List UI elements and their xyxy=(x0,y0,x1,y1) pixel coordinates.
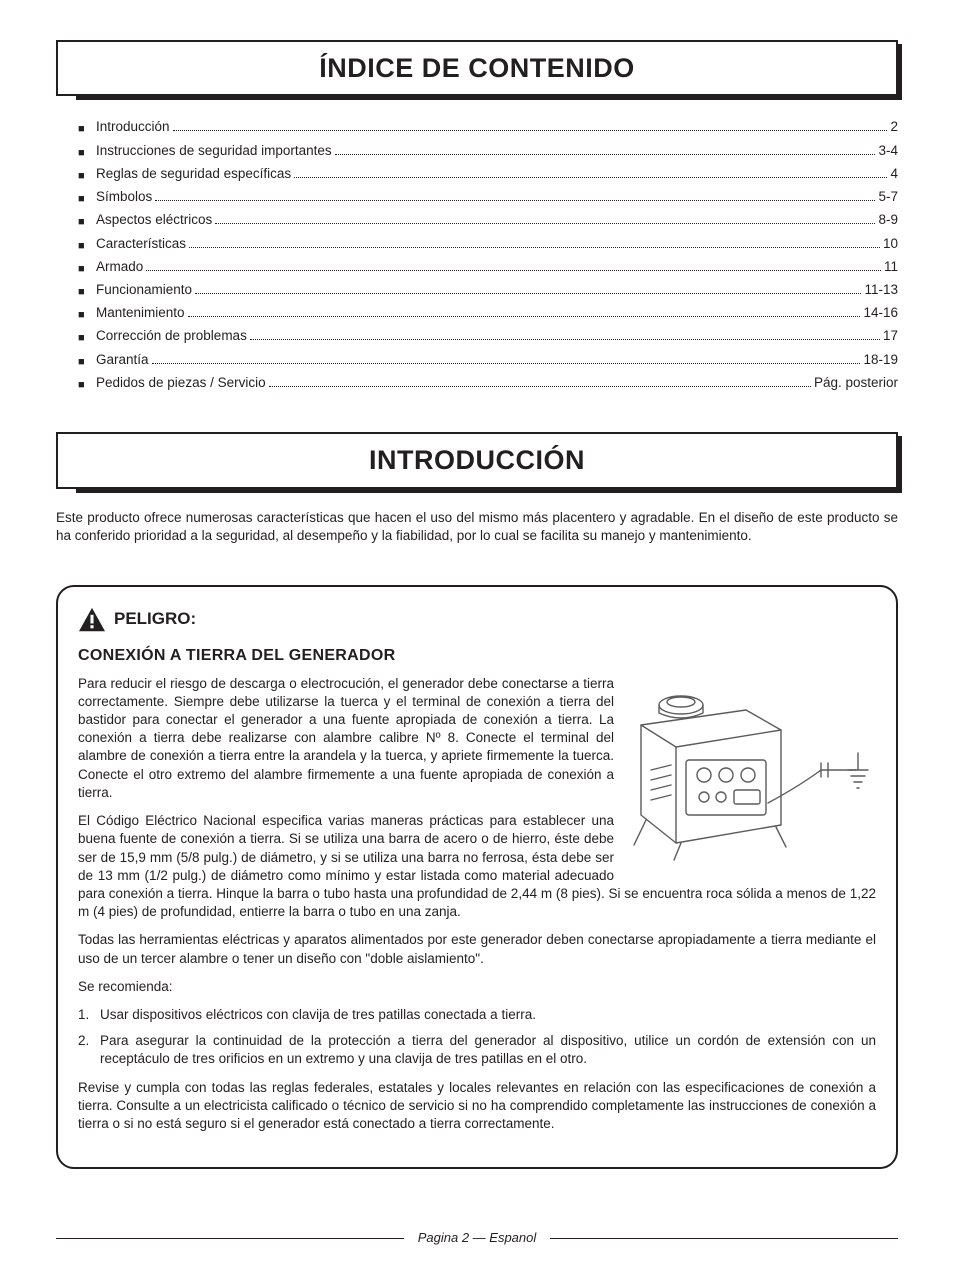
toc-bullet-icon: ■ xyxy=(78,169,96,184)
toc-bullet-icon: ■ xyxy=(78,331,96,346)
toc-bullet-icon: ■ xyxy=(78,192,96,207)
toc-title-frame: ÍNDICE DE CONTENIDO xyxy=(56,40,898,96)
footer-label: Pagina 2 — Espanol xyxy=(418,1229,537,1247)
toc-page: 5-7 xyxy=(878,188,898,206)
toc-page: 10 xyxy=(883,235,898,253)
list-number: 2. xyxy=(78,1032,100,1068)
toc-label: Corrección de problemas xyxy=(96,327,247,345)
toc-bullet-icon: ■ xyxy=(78,215,96,230)
toc-leader-dots xyxy=(335,154,876,155)
toc-page: 4 xyxy=(890,165,898,183)
toc-leader-dots xyxy=(250,339,880,340)
title-box: ÍNDICE DE CONTENIDO xyxy=(56,40,898,96)
danger-p3: Todas las herramientas eléctricas y apar… xyxy=(78,931,876,967)
toc-row: ■Mantenimiento 14-16 xyxy=(78,304,898,322)
danger-label: PELIGRO: xyxy=(114,608,196,631)
toc-label: Garantía xyxy=(96,351,149,369)
toc-label: Aspectos eléctricos xyxy=(96,211,212,229)
toc-page: 8-9 xyxy=(878,211,898,229)
toc-row: ■Introducción 2 xyxy=(78,118,898,136)
toc-leader-dots xyxy=(195,293,861,294)
toc-leader-dots xyxy=(189,247,880,248)
toc-leader-dots xyxy=(269,386,811,387)
page-footer: Pagina 2 — Espanol xyxy=(56,1229,898,1247)
toc-bullet-icon: ■ xyxy=(78,122,96,137)
list-text: Usar dispositivos eléctricos con clavija… xyxy=(100,1006,876,1024)
list-item: 1.Usar dispositivos eléctricos con clavi… xyxy=(78,1006,876,1024)
list-text: Para asegurar la continuidad de la prote… xyxy=(100,1032,876,1068)
toc-leader-dots xyxy=(155,200,875,201)
intro-title: INTRODUCCIÓN xyxy=(68,442,886,478)
toc-leader-dots xyxy=(173,130,888,131)
footer-rule-right xyxy=(550,1238,898,1239)
toc-page: 11 xyxy=(884,258,898,276)
list-number: 1. xyxy=(78,1006,100,1024)
list-item: 2.Para asegurar la continuidad de la pro… xyxy=(78,1032,876,1068)
toc-bullet-icon: ■ xyxy=(78,378,96,393)
toc-bullet-icon: ■ xyxy=(78,355,96,370)
toc-row: ■Corrección de problemas 17 xyxy=(78,327,898,345)
danger-body: Para reducir el riesgo de descarga o ele… xyxy=(78,675,876,1134)
toc-label: Características xyxy=(96,235,186,253)
toc-label: Símbolos xyxy=(96,188,152,206)
toc-page: 3-4 xyxy=(878,142,898,160)
toc-page: Pág. posterior xyxy=(814,374,898,392)
warning-triangle-icon xyxy=(78,607,106,633)
toc-page: 14-16 xyxy=(863,304,898,322)
danger-panel: PELIGRO: CONEXIÓN A TIERRA DEL GENERADOR xyxy=(56,585,898,1169)
danger-subhead: CONEXIÓN A TIERRA DEL GENERADOR xyxy=(78,645,876,667)
toc-leader-dots xyxy=(152,363,861,364)
toc-row: ■Instrucciones de seguridad importantes 3… xyxy=(78,142,898,160)
intro-title-frame: INTRODUCCIÓN xyxy=(56,432,898,488)
title-box: INTRODUCCIÓN xyxy=(56,432,898,488)
toc-row: ■Símbolos 5-7 xyxy=(78,188,898,206)
toc-bullet-icon: ■ xyxy=(78,308,96,323)
toc-title: ÍNDICE DE CONTENIDO xyxy=(68,50,886,86)
toc-bullet-icon: ■ xyxy=(78,285,96,300)
danger-heading-row: PELIGRO: xyxy=(78,607,876,633)
toc-page: 18-19 xyxy=(863,351,898,369)
toc-label: Introducción xyxy=(96,118,170,136)
toc-leader-dots xyxy=(188,316,861,317)
toc-label: Funcionamiento xyxy=(96,281,192,299)
toc-bullet-icon: ■ xyxy=(78,146,96,161)
generator-grounding-illustration xyxy=(626,675,876,865)
toc-label: Instrucciones de seguridad importantes xyxy=(96,142,332,160)
toc-leader-dots xyxy=(215,223,875,224)
toc-page: 11-13 xyxy=(864,281,898,299)
toc-label: Armado xyxy=(96,258,143,276)
toc-page: 17 xyxy=(883,327,898,345)
toc-leader-dots xyxy=(294,177,887,178)
toc-row: ■Reglas de seguridad específicas 4 xyxy=(78,165,898,183)
danger-p4: Revise y cumpla con todas las reglas fed… xyxy=(78,1079,876,1134)
table-of-contents: ■Introducción2■Instrucciones de segurida… xyxy=(78,118,898,392)
toc-row: ■Aspectos eléctricos 8-9 xyxy=(78,211,898,229)
toc-leader-dots xyxy=(146,270,881,271)
toc-bullet-icon: ■ xyxy=(78,239,96,254)
toc-row: ■Armado 11 xyxy=(78,258,898,276)
toc-row: ■Características 10 xyxy=(78,235,898,253)
toc-page: 2 xyxy=(890,118,898,136)
recommendation-label: Se recomienda: xyxy=(78,978,876,996)
recommendation-list: 1.Usar dispositivos eléctricos con clavi… xyxy=(78,1006,876,1069)
toc-row: ■Garantía 18-19 xyxy=(78,351,898,369)
toc-bullet-icon: ■ xyxy=(78,262,96,277)
toc-row: ■Pedidos de piezas / Servicio Pág. poster… xyxy=(78,374,898,392)
toc-label: Mantenimiento xyxy=(96,304,185,322)
intro-paragraph: Este producto ofrece numerosas caracterí… xyxy=(56,509,898,545)
footer-rule-left xyxy=(56,1238,404,1239)
toc-label: Pedidos de piezas / Servicio xyxy=(96,374,266,392)
toc-row: ■Funcionamiento 11-13 xyxy=(78,281,898,299)
toc-label: Reglas de seguridad específicas xyxy=(96,165,291,183)
